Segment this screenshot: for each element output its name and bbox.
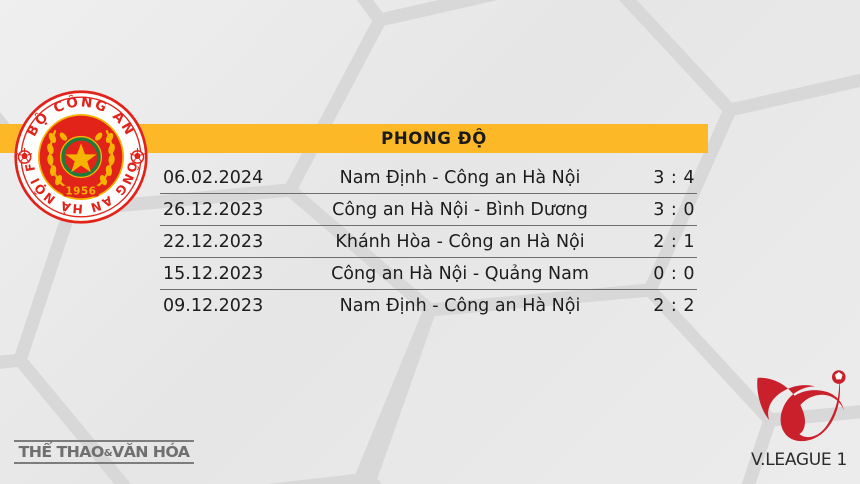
football-icon-right: [129, 148, 146, 164]
match-score: 2 : 2: [653, 295, 695, 316]
match-date: 09.12.2023: [163, 295, 264, 316]
match-date: 15.12.2023: [163, 263, 264, 284]
table-row: 06.02.2024 Nam Định - Công an Hà Nội 3 :…: [160, 162, 697, 194]
club-crest-logo: BỘ CÔNG AN CÔNG AN HÀ NỘI FC: [13, 88, 148, 224]
vleague-mark-icon: [757, 370, 846, 442]
table-row: 09.12.2023 Nam Định - Công an Hà Nội 2 :…: [160, 290, 697, 321]
match-score: 0 : 0: [653, 263, 695, 284]
form-results-table: 06.02.2024 Nam Định - Công an Hà Nội 3 :…: [160, 162, 697, 321]
page-title: PHONG ĐỘ: [381, 129, 487, 148]
gold-star-icon: [65, 143, 97, 173]
match-score: 3 : 4: [653, 167, 695, 188]
publisher-rule-top: [14, 440, 194, 442]
publisher-ampersand: &: [103, 448, 113, 459]
football-icon-left: [16, 148, 33, 164]
match-date: 22.12.2023: [163, 231, 264, 252]
crest-year: 1956: [65, 186, 96, 197]
match-teams: Khánh Hòa - Công an Hà Nội: [335, 231, 585, 252]
publisher-logo: THỂ THAO&VĂN HÓA: [14, 440, 194, 464]
match-teams: Nam Định - Công an Hà Nội: [339, 167, 581, 188]
match-date: 06.02.2024: [163, 167, 264, 188]
match-teams: Nam Định - Công an Hà Nội: [339, 295, 581, 316]
match-teams: Công an Hà Nội - Quảng Nam: [331, 263, 589, 284]
match-teams: Công an Hà Nội - Bình Dương: [332, 199, 588, 220]
table-row: 15.12.2023 Công an Hà Nội - Quảng Nam 0 …: [160, 258, 697, 290]
table-row: 26.12.2023 Công an Hà Nội - Bình Dương 3…: [160, 194, 697, 226]
match-score: 3 : 0: [653, 199, 695, 220]
match-score: 2 : 1: [653, 231, 695, 252]
vleague-name: V.LEAGUE 1: [751, 450, 847, 470]
publisher-wordmark: THỂ THAO&VĂN HÓA: [12, 442, 196, 462]
match-date: 26.12.2023: [163, 199, 264, 220]
vleague-logo: V.LEAGUE 1: [744, 366, 854, 474]
publisher-rule-bottom: [14, 462, 194, 464]
publisher-name-part2: VĂN HÓA: [112, 443, 190, 461]
wheat-grains: [47, 132, 115, 186]
table-row: 22.12.2023 Khánh Hòa - Công an Hà Nội 2 …: [160, 226, 697, 258]
publisher-name-part1: THỂ THAO: [18, 443, 105, 461]
